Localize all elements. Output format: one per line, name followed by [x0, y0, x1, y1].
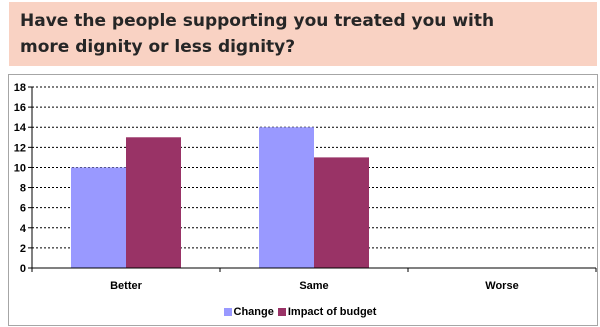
- y-tick-label: 2: [20, 243, 26, 255]
- bar-change-better: [71, 167, 126, 268]
- bar-impact-of-budget-same: [314, 157, 369, 268]
- y-tick-label: 16: [14, 102, 26, 114]
- legend-item: Change: [223, 306, 274, 318]
- chart-legend: Change Impact of budget: [0, 306, 600, 318]
- bar-impact-of-budget-better: [126, 137, 181, 268]
- legend-label: Impact of budget: [287, 306, 377, 318]
- legend-label: Change: [233, 306, 274, 318]
- y-tick-label: 18: [14, 82, 26, 94]
- y-tick-label: 14: [14, 122, 27, 134]
- question-header: Have the people supporting you treated y…: [9, 2, 597, 66]
- y-tick-label: 4: [20, 223, 27, 235]
- x-category-label: Worse: [485, 280, 518, 292]
- x-category-label: Same: [299, 280, 328, 292]
- y-tick-label: 8: [20, 183, 26, 195]
- y-tick-label: 0: [20, 263, 26, 275]
- legend-item: Impact of budget: [277, 306, 377, 318]
- legend-swatch: [277, 308, 286, 316]
- question-title: Have the people supporting you treated y…: [20, 11, 495, 57]
- legend-swatch: [223, 308, 232, 316]
- y-tick-label: 12: [14, 142, 26, 154]
- x-category-label: Better: [110, 280, 143, 292]
- bar-change-same: [259, 127, 314, 268]
- y-tick-label: 10: [14, 162, 26, 174]
- y-tick-label: 6: [20, 203, 26, 215]
